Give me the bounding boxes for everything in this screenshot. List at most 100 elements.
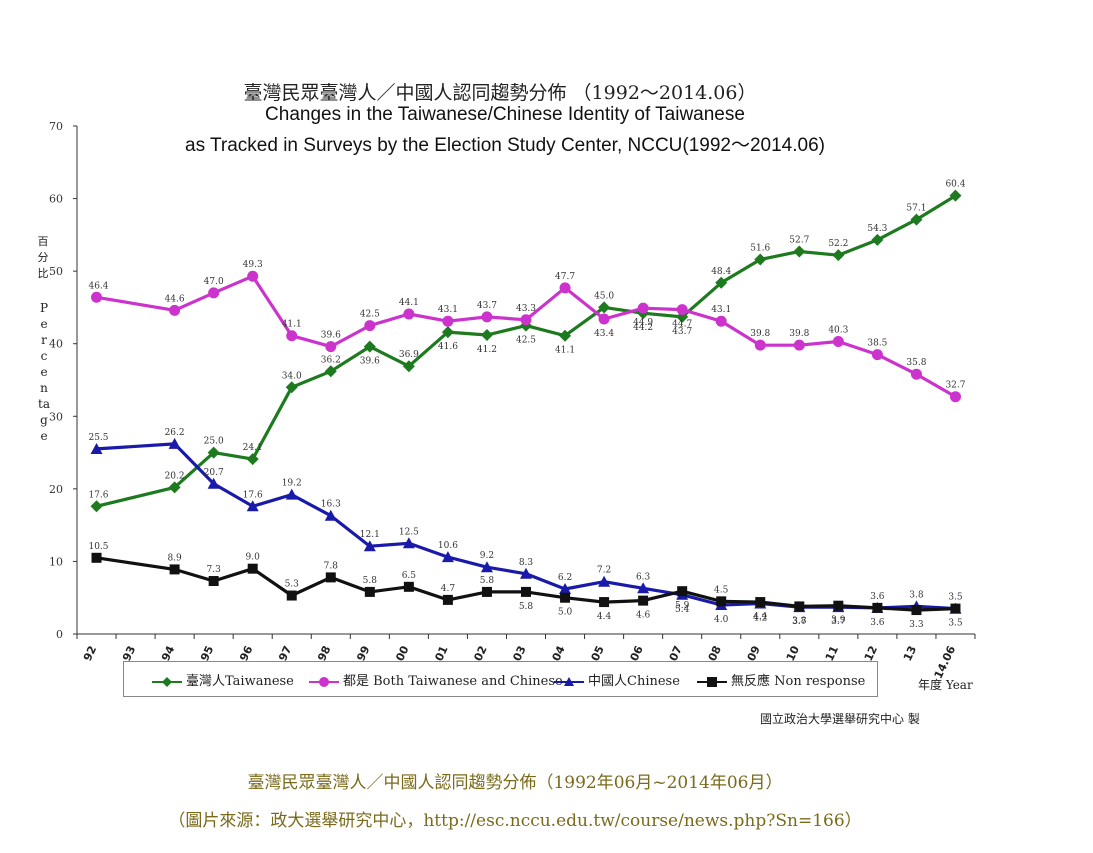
data-label: 7.3 — [206, 565, 221, 575]
data-label: 5.4 — [675, 605, 690, 615]
data-label: 5.0 — [558, 608, 573, 618]
data-point-square — [403, 581, 414, 592]
data-label: 44.7 — [672, 320, 692, 330]
diamond-marker-icon — [152, 676, 182, 687]
series-line-3 — [96, 556, 956, 612]
data-point-circle — [91, 291, 103, 303]
data-point-triangle — [246, 500, 259, 512]
data-label: 39.8 — [750, 329, 770, 339]
chart-title-english-line2: as Tracked in Surveys by the Election St… — [185, 135, 825, 156]
x-tick-label: 98 — [315, 644, 333, 663]
data-point-diamond — [871, 233, 884, 246]
line-chart: 0 10 20 30 40 50 60 70 92 93 94 95 96 97 98 99 00 01 02 03 0… — [49, 120, 976, 681]
data-point-circle — [169, 304, 181, 316]
data-label: 36.9 — [399, 350, 419, 360]
y-tick-label: 30 — [49, 410, 63, 423]
data-label: 5.9 — [675, 601, 690, 611]
series-line-1 — [96, 274, 957, 399]
data-label: 3.8 — [792, 616, 807, 626]
data-label: 44.2 — [633, 323, 653, 333]
x-tick-label: 97 — [276, 644, 294, 663]
data-point-triangle — [285, 488, 298, 500]
data-point-square — [91, 552, 102, 563]
data-point-circle — [949, 391, 961, 403]
data-point-circle — [286, 330, 298, 342]
y-axis-label-chinese: 百分比 — [37, 235, 49, 280]
series-line-2 — [96, 442, 956, 611]
data-point-circle — [637, 302, 649, 314]
legend-label-taiwanese: 臺灣人Taiwanese — [186, 674, 294, 689]
data-point-circle — [364, 320, 376, 332]
x-tick-label: 11 — [823, 644, 841, 663]
data-point-square — [872, 602, 883, 613]
data-label: 17.6 — [243, 490, 263, 500]
data-point-square — [755, 597, 766, 608]
data-label: 7.2 — [597, 566, 611, 576]
x-tick-label: 02 — [471, 644, 489, 663]
data-point-diamond — [90, 500, 103, 513]
legend-item-taiwanese: 臺灣人Taiwanese — [152, 670, 294, 689]
data-label: 5.8 — [480, 576, 495, 586]
data-label: 3.7 — [831, 617, 846, 627]
data-point-circle — [910, 368, 922, 380]
data-label: 41.1 — [555, 346, 575, 356]
x-tick-label: 05 — [589, 644, 607, 663]
data-label: 3.9 — [831, 616, 846, 626]
caption-source: （圖片來源：政大選舉研究中心，http://esc.nccu.edu.tw/co… — [168, 811, 862, 831]
x-tick-label: 10 — [784, 643, 802, 663]
data-point-diamond — [285, 381, 298, 394]
data-label: 9.2 — [480, 551, 494, 561]
data-label: 44.9 — [633, 318, 653, 328]
data-label: 8.3 — [519, 558, 534, 568]
data-point-diamond — [559, 329, 572, 342]
data-point-square — [950, 603, 961, 614]
data-point-diamond — [910, 213, 923, 226]
data-label: 41.1 — [282, 320, 302, 330]
data-label: 3.5 — [948, 593, 963, 603]
data-label: 43.1 — [711, 305, 731, 315]
data-point-circle — [793, 339, 805, 351]
data-point-circle — [520, 314, 532, 326]
data-point-square — [560, 592, 571, 603]
credit-text: 國立政治大學選舉研究中心 製 — [760, 712, 920, 726]
data-point-square — [208, 576, 219, 587]
data-point-diamond — [363, 340, 376, 353]
data-label: 3.5 — [948, 619, 963, 629]
data-label: 34.0 — [282, 371, 302, 381]
data-label: 39.6 — [360, 357, 380, 367]
data-label: 52.7 — [789, 236, 809, 246]
data-label: 44.6 — [165, 294, 185, 304]
data-point-circle — [676, 304, 688, 316]
y-tick-label: 20 — [49, 483, 63, 496]
data-label: 25.5 — [88, 433, 108, 443]
data-point-diamond — [246, 453, 259, 466]
y-tick-label: 0 — [56, 628, 63, 641]
data-point-square — [833, 600, 844, 611]
data-point-circle — [871, 349, 883, 361]
data-label: 38.5 — [867, 339, 887, 349]
x-tick-label: 92 — [81, 644, 99, 663]
data-point-square — [521, 586, 531, 597]
data-label: 43.1 — [438, 305, 458, 315]
data-label: 57.1 — [906, 204, 926, 214]
data-label: 10.5 — [88, 542, 108, 552]
data-label: 4.4 — [753, 612, 768, 622]
data-label: 39.8 — [789, 329, 809, 339]
data-label: 26.2 — [165, 428, 185, 438]
data-point-square — [677, 586, 688, 597]
data-label: 54.3 — [867, 224, 887, 234]
data-point-circle — [208, 287, 220, 299]
data-label: 24.1 — [243, 443, 263, 453]
data-label: 3.3 — [909, 620, 924, 630]
data-label: 12.5 — [399, 527, 419, 537]
data-point-diamond — [402, 360, 415, 373]
data-point-square — [364, 586, 375, 597]
legend-label-nonresponse: 無反應 Non response — [731, 674, 866, 689]
data-point-triangle — [637, 582, 650, 594]
y-tick-label: 10 — [49, 555, 63, 568]
data-label: 41.6 — [438, 342, 458, 352]
x-axis-label: 年度 Year — [918, 678, 973, 692]
data-point-square — [481, 586, 492, 597]
data-label: 43.3 — [516, 304, 536, 314]
legend-label-both: 都是 Both Taiwanese and Chinese — [343, 674, 563, 689]
